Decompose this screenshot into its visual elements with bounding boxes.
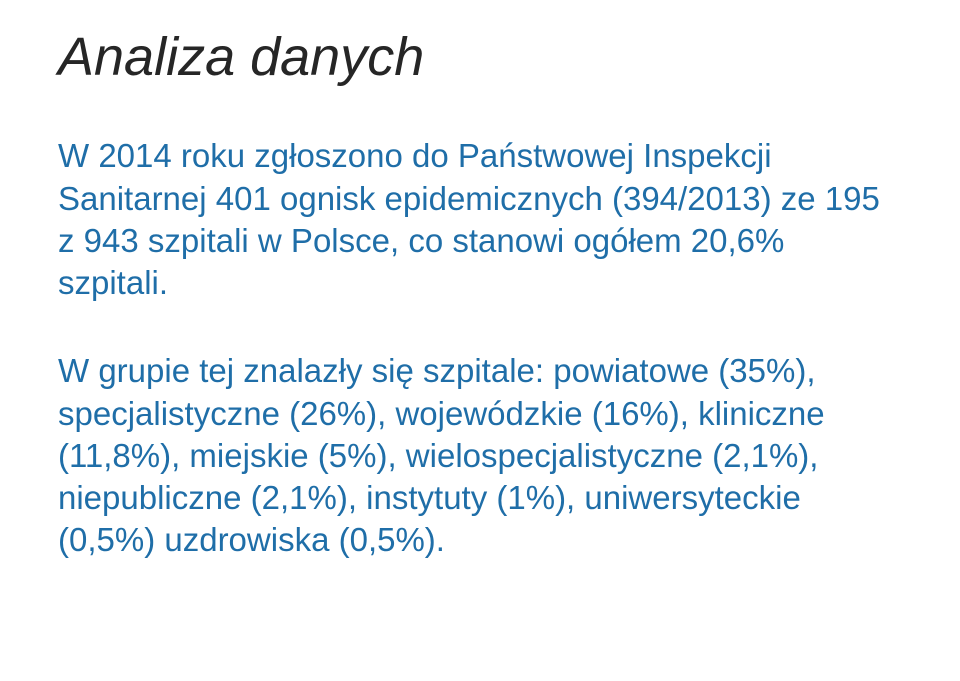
slide: Analiza danych W 2014 roku zgłoszono do … <box>0 0 960 681</box>
paragraph-1: W 2014 roku zgłoszono do Państwowej Insp… <box>58 135 902 304</box>
paragraph-2: W grupie tej znalazły się szpitale: powi… <box>58 350 902 561</box>
slide-title: Analiza danych <box>58 28 902 87</box>
